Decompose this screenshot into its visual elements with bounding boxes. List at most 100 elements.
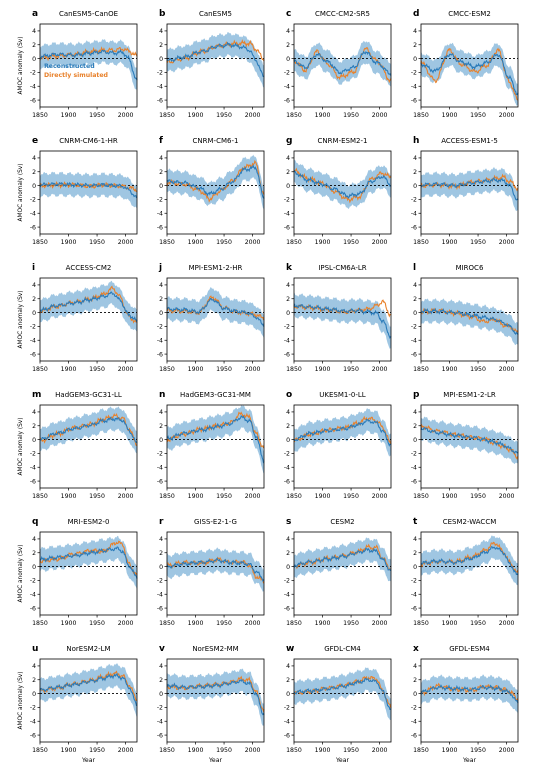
y-tick-label: 4 [159,28,163,35]
y-tick-label: 0 [286,691,290,698]
series-reconstructed [39,291,138,323]
y-tick-label: -4 [411,338,417,345]
x-tick-label: 1900 [442,366,458,373]
uncertainty-band [421,42,518,106]
y-tick-label: -2 [30,70,36,77]
y-tick-label: 4 [413,28,417,35]
y-tick-label: -6 [411,224,417,231]
y-tick-label: -6 [411,732,417,739]
y-tick-label: -4 [284,719,290,726]
x-tick-label: 1900 [442,747,458,754]
panel-letter: b [159,9,166,19]
x-tick-label: 1900 [315,366,331,373]
y-tick-label: -2 [284,451,290,458]
x-tick-label: 2000 [499,747,515,754]
y-tick-label: -4 [30,84,36,91]
x-tick-label: 2000 [372,493,388,500]
x-tick-label: 1950 [216,493,232,500]
x-tick-label: 1850 [286,747,302,754]
plot-frame [293,404,392,489]
plot-frame [166,658,265,743]
panel-letter: j [158,263,162,273]
y-tick-label: -4 [30,719,36,726]
y-tick-label: -2 [30,578,36,585]
y-tick-label: 4 [159,663,163,670]
y-tick-label: -6 [30,97,36,104]
uncertainty-band [167,154,264,210]
y-tick-label: 2 [159,423,163,430]
series-reconstructed [166,414,265,464]
x-tick-label: 1850 [413,493,429,500]
plot-frame [420,404,519,489]
y-tick-label: -4 [157,84,163,91]
series-directly-simulated [166,411,265,449]
y-tick-label: -4 [284,338,290,345]
y-tick-label: 0 [413,564,417,571]
x-tick-label: 1900 [188,366,204,373]
panel-v: -6 -4 -2 0 2 4 1850 1900 1950 2000 v NorESM2-MM Year [157,644,265,764]
panel-title: CNRM-CM6-1 [193,137,239,145]
y-tick-label: 0 [159,56,163,63]
y-tick-label: -4 [30,465,36,472]
panel-g: -6 -4 -2 0 2 4 1850 1900 1950 2000 g CNRM-ESM2-1 [284,136,392,246]
series-reconstructed [166,679,265,716]
x-tick-label: 1850 [32,239,48,246]
y-tick-label: 0 [159,183,163,190]
y-tick-label: -6 [30,351,36,358]
x-tick-label: 1850 [32,620,48,627]
panel-j: -6 -4 -2 0 2 4 1850 1900 1950 2000 j MPI-ESM1-2-HR [157,263,265,373]
y-tick-label: 2 [159,677,163,684]
panel-letter: v [159,644,165,654]
y-axis-label: AMOC anomaly (Sv) [18,545,24,603]
panel-i: -6 -4 -2 0 2 4 1850 1900 1950 2000 i ACCESS-CM2 AMOC… [18,263,138,373]
x-tick-label: 2000 [372,620,388,627]
x-tick-label: 1900 [315,493,331,500]
plot-frame [39,277,138,362]
y-tick-label: 0 [159,310,163,317]
y-tick-label: -6 [411,351,417,358]
y-tick-label: 0 [32,310,36,317]
panel-c: -6 -4 -2 0 2 4 1850 1900 1950 2000 c CMCC-CM2-SR5 [284,9,392,119]
x-tick-label: 1950 [470,620,486,627]
x-tick-label: 1950 [343,239,359,246]
panel-w: -6 -4 -2 0 2 4 1850 1900 1950 2000 w GFDL-CM4 Year [284,644,392,764]
plot-frame [39,531,138,616]
series-reconstructed [420,52,519,96]
plot-frame [420,23,519,108]
y-tick-label: -2 [157,578,163,585]
series-reconstructed [293,50,392,76]
y-tick-label: -4 [284,211,290,218]
y-tick-label: -2 [30,197,36,204]
y-tick-label: 4 [286,28,290,35]
y-tick-label: 0 [32,56,36,63]
y-tick-label: 2 [286,677,290,684]
y-axis-label: AMOC anomaly (Sv) [18,291,24,349]
panel-letter: g [286,136,292,146]
legend-entry: Reconstructed [44,63,95,70]
panel-title: CanESM5-CanOE [59,10,118,18]
panel-letter: f [159,136,163,146]
y-tick-label: 4 [159,536,163,543]
panel-letter: k [286,263,293,273]
panel-s: -6 -4 -2 0 2 4 1850 1900 1950 2000 s CESM2 [284,517,392,627]
y-tick-label: 2 [159,296,163,303]
y-axis-label: AMOC anomaly (Sv) [18,164,24,222]
x-tick-label: 1900 [442,112,458,119]
panel-title: MPI-ESM1-2-HR [189,264,243,272]
plot-frame [420,658,519,743]
panel-letter: n [159,390,165,400]
x-tick-label: 1950 [470,366,486,373]
x-tick-label: 1900 [442,493,458,500]
y-tick-label: -2 [157,324,163,331]
uncertainty-band [167,405,264,474]
panel-title: HadGEM3-GC31-MM [180,391,251,399]
x-tick-label: 1950 [343,620,359,627]
uncertainty-band [294,292,391,349]
series-reconstructed [293,303,392,340]
y-tick-label: 0 [413,437,417,444]
y-tick-label: -4 [411,84,417,91]
y-tick-label: 4 [413,663,417,670]
panel-title: MIROC6 [456,264,484,272]
x-tick-label: 2000 [245,239,261,246]
uncertainty-band [40,406,137,454]
